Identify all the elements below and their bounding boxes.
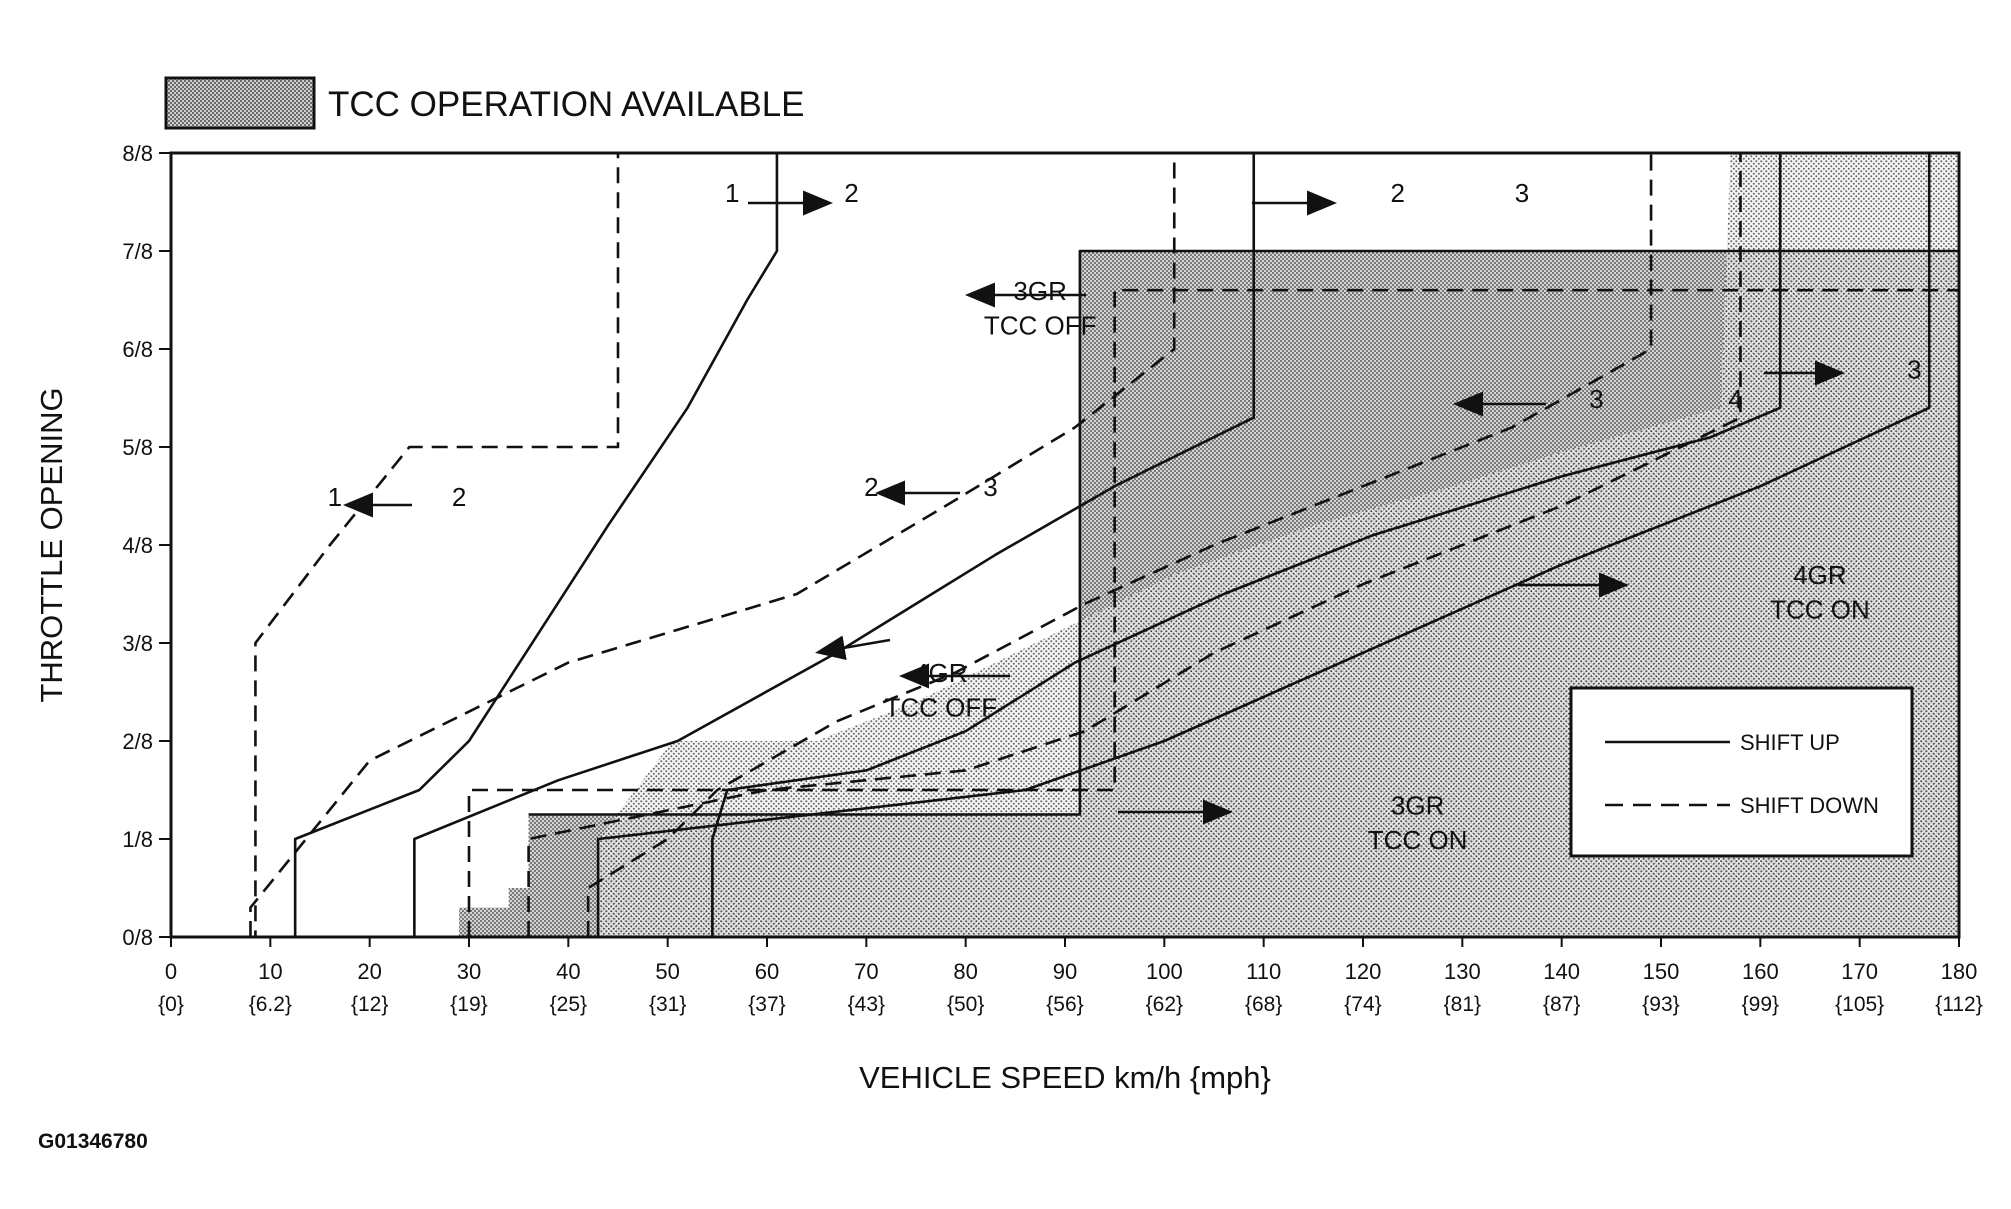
x-tick-label: 180 (1941, 959, 1978, 984)
legend-box (1569, 686, 1914, 858)
x-tick-mph-label: {0} (158, 993, 184, 1016)
annotation-label: TCC ON (1368, 825, 1468, 855)
x-tick-label: 10 (258, 959, 282, 984)
x-tick-label: 170 (1841, 959, 1878, 984)
x-tick-label: 160 (1742, 959, 1779, 984)
x-tick-label: 60 (755, 959, 779, 984)
x-tick-mph-label: {68} (1245, 993, 1282, 1016)
annotation-label: 3GR (1391, 791, 1444, 821)
x-tick-mph-label: {81} (1444, 993, 1481, 1016)
annotation-label: TCC OFF (984, 310, 1097, 340)
x-tick-label: 70 (854, 959, 878, 984)
x-tick-mph-label: {6.2} (249, 993, 292, 1016)
x-tick-mph-label: {62} (1146, 993, 1183, 1016)
annotation-label: 3 (1515, 178, 1529, 208)
legend-shift-up-label: SHIFT UP (1740, 730, 1840, 755)
y-tick-label: 2/8 (122, 729, 153, 754)
annotation-label: 3 (1907, 354, 1921, 384)
y-axis: 0/8 1/8 2/8 3/8 4/8 5/8 6/8 7/8 8/8 (122, 141, 171, 950)
x-tick-mph-label: {43} (848, 993, 885, 1016)
x-tick-mph-label: {112} (1935, 993, 1983, 1016)
x-tick-label: 130 (1444, 959, 1481, 984)
x-tick-mph-label: {12} (351, 993, 388, 1016)
y-tick-label: 3/8 (122, 631, 153, 656)
x-tick-label: 110 (1246, 959, 1281, 984)
y-axis-title: THROTTLE OPENING (34, 387, 69, 702)
x-tick-mph-label: {93} (1642, 993, 1679, 1016)
series-line-2-3-down (249, 153, 1176, 937)
x-tick-label: 20 (357, 959, 381, 984)
annotation-label: 3 (1589, 384, 1603, 414)
x-tick-mph-label: {56} (1046, 993, 1083, 1016)
annotation-label: 2 (1391, 178, 1405, 208)
y-tick-label: 5/8 (122, 435, 153, 460)
tcc-available-swatch (164, 76, 316, 130)
x-tick-label: 120 (1345, 959, 1382, 984)
y-tick-label: 4/8 (122, 533, 153, 558)
x-tick-mph-label: {99} (1742, 993, 1779, 1016)
series-line-3-4-down (586, 153, 1653, 937)
annotation-label: TCC OFF (885, 693, 998, 723)
annotation-label: 1 (328, 482, 342, 512)
arrow-4gr-tcc-off-b (815, 635, 891, 661)
x-tick-mph-label: {19} (450, 993, 487, 1016)
tcc-available-label: TCC OPERATION AVAILABLE (328, 85, 805, 124)
series-legend: SHIFT UP SHIFT DOWN (1569, 686, 1914, 858)
x-axis-title: VEHICLE SPEED km/h {mph} (859, 1060, 1271, 1095)
annotation-label: 1 (725, 178, 739, 208)
annotation-arrows (343, 190, 1845, 825)
x-tick-label: 100 (1146, 959, 1183, 984)
annotation-label: 2 (864, 472, 878, 502)
x-tick-mph-label: {74} (1344, 993, 1381, 1016)
x-tick-label: 80 (953, 959, 977, 984)
x-tick-mph-label: {37} (748, 993, 785, 1016)
figure-id: G01346780 (38, 1130, 148, 1153)
x-tick-label: 150 (1643, 959, 1680, 984)
x-tick-label: 30 (457, 959, 481, 984)
x-tick-mph-label: {31} (649, 993, 686, 1016)
x-tick-mph-label: {105} (1835, 993, 1884, 1016)
x-tick-mph-label: {25} (550, 993, 587, 1016)
y-tick-label: 1/8 (122, 827, 153, 852)
x-tick-label: 140 (1543, 959, 1580, 984)
x-tick-mph-label: {50} (947, 993, 984, 1016)
annotation-label: 4GR (914, 658, 967, 688)
series-line-1-2-up (171, 153, 779, 939)
y-tick-label: 7/8 (122, 239, 153, 264)
legend-shift-down-label: SHIFT DOWN (1740, 793, 1879, 818)
annotation-label: 2 (452, 482, 466, 512)
y-tick-label: 6/8 (122, 337, 153, 362)
y-tick-label: 0/8 (122, 925, 153, 950)
x-tick-label: 40 (556, 959, 580, 984)
x-axis: 0 {0} 10 {6.2} 20 {12} 30 {19} 40 {25} 50 {31} 60 {37… (158, 937, 1983, 1016)
x-tick-label: 90 (1053, 959, 1077, 984)
x-tick-label: 50 (655, 959, 679, 984)
annotation-label: 3GR (1013, 276, 1066, 306)
x-tick-mph-label: {87} (1543, 993, 1580, 1016)
series-line-3-4-up (711, 153, 1782, 937)
y-tick-label: 8/8 (122, 141, 153, 166)
annotation-label: 4 (1728, 384, 1742, 414)
series-line-4gr-tcc-on-off-up (596, 153, 1931, 937)
annotation-label: 4GR (1793, 560, 1846, 590)
annotation-label: 2 (844, 178, 858, 208)
x-tick-label: 0 (165, 959, 177, 984)
annotation-label: TCC ON (1770, 595, 1870, 625)
annotation-label: 3 (983, 472, 997, 502)
